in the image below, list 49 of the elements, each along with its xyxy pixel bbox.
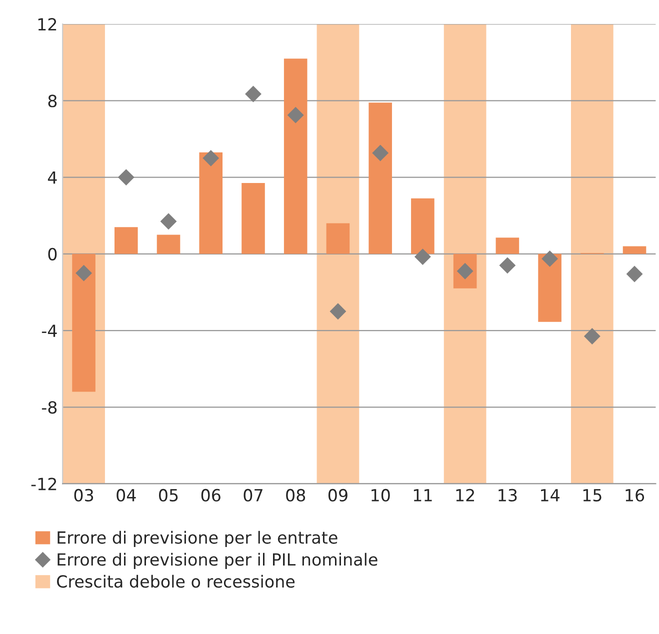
legend-label: Errore di previsione per le entrate — [58, 530, 338, 548]
point — [542, 250, 558, 267]
bar — [284, 58, 308, 254]
legend-label: Crescita debole o recessione — [57, 574, 295, 588]
point — [414, 248, 431, 266]
y-tick-label: 0 — [48, 248, 57, 260]
y-tick-label: -4 — [42, 324, 57, 337]
x-tick-label: 15 — [583, 489, 602, 502]
point — [330, 303, 346, 320]
x-tick-label: 04 — [116, 488, 136, 502]
x-tick-label: 07 — [244, 488, 262, 502]
bar — [72, 254, 96, 392]
point — [202, 150, 220, 166]
bar — [199, 152, 223, 254]
bar — [622, 246, 646, 254]
x-tick-label: 03 — [74, 488, 94, 502]
y-tick-label: -8 — [42, 401, 57, 414]
bar — [496, 238, 520, 254]
x-tick-label: 12 — [456, 488, 474, 502]
point — [245, 86, 262, 102]
bar — [411, 198, 434, 254]
y-tick-label: 4 — [48, 171, 57, 184]
legend-label: Errore di previsione per il PIL nominale — [58, 552, 378, 570]
point — [76, 264, 92, 282]
y-tick-label: 12 — [38, 18, 56, 30]
point — [287, 106, 304, 124]
point — [372, 144, 389, 162]
point — [118, 169, 134, 186]
x-tick-label: 13 — [498, 488, 517, 502]
x-tick-label: 08 — [286, 488, 306, 502]
x-tick-label: 14 — [541, 489, 560, 502]
bar — [326, 223, 350, 254]
x-tick-label: 05 — [159, 488, 178, 502]
y-tick-label: -12 — [31, 478, 56, 490]
bar — [538, 254, 562, 322]
x-tick-label: 11 — [414, 489, 432, 502]
bar — [242, 183, 265, 254]
x-tick-label: 06 — [201, 488, 220, 502]
bar — [114, 227, 138, 254]
x-tick-label: 10 — [372, 488, 390, 502]
bar — [156, 234, 180, 254]
x-tick-label: 16 — [626, 488, 644, 502]
bar — [368, 102, 392, 254]
point — [499, 257, 516, 274]
x-tick-label: 09 — [328, 488, 348, 502]
y-tick-label: 8 — [48, 94, 57, 108]
point — [626, 266, 643, 282]
point — [160, 213, 177, 230]
point — [584, 328, 600, 344]
